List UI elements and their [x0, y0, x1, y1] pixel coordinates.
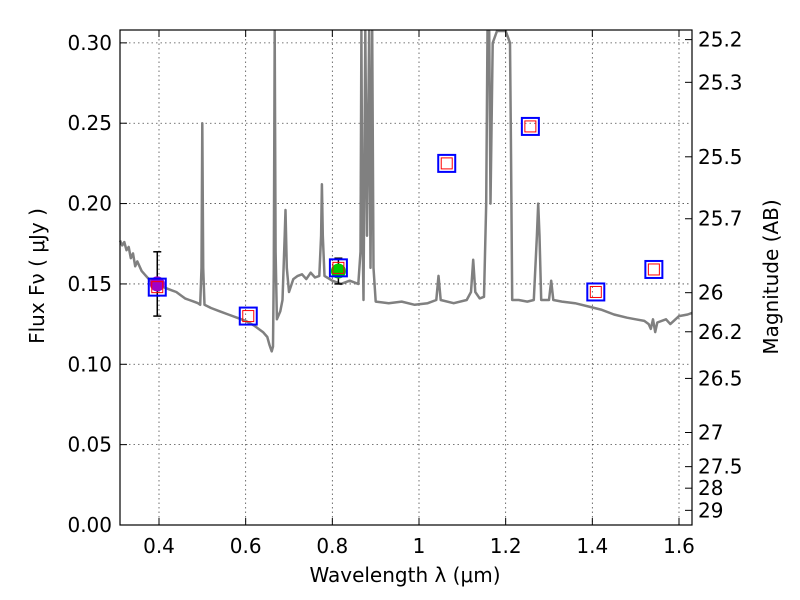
magnitude-tick-label: 25.7	[698, 207, 743, 231]
y-tick-label: 0.20	[67, 192, 112, 216]
model-photometry-marker	[437, 153, 457, 173]
magnitude-axis-label: Magnitude (AB)	[759, 199, 783, 354]
model-photometry-marker	[644, 259, 664, 279]
observed-point	[330, 263, 346, 279]
magnitude-tick-label: 25.5	[698, 145, 743, 169]
y-tick-label: 0.15	[67, 272, 112, 296]
model-spectrum-line	[118, 29, 693, 353]
model-photometry-inner-marker	[332, 261, 345, 274]
y-axis-label: Flux Fν ( μJy )	[25, 208, 49, 344]
grid-lines	[120, 30, 692, 525]
x-tick-label: 0.6	[230, 534, 262, 558]
magnitude-tick-label: 27.5	[698, 455, 743, 479]
model-photometry-inner-marker	[647, 263, 660, 276]
axis-ticks: 0.4 0.6 0.8 1 1.2 1.4 1.6 0.00 0.05 0.10 0.15 0.20 0…	[67, 28, 742, 558]
magnitude-tick-label: 25.3	[698, 70, 743, 94]
plot-frame	[119, 29, 693, 526]
model-photometry-inner-marker	[151, 281, 164, 294]
x-tick-label: 1.6	[663, 534, 695, 558]
model-photometry-marker	[238, 306, 258, 326]
y-tick-label: 0.30	[67, 31, 112, 55]
observed-point	[149, 276, 165, 292]
model-photometry-marker	[520, 116, 540, 136]
y-tick-label: 0.10	[67, 352, 112, 376]
data-points	[147, 116, 664, 326]
magnitude-tick-label: 26	[698, 281, 723, 305]
magnitude-tick-label: 26.2	[698, 320, 743, 344]
model-photometry-inner-marker	[524, 120, 537, 133]
x-tick-label: 0.4	[143, 534, 175, 558]
y-tick-label: 0.00	[67, 513, 112, 537]
magnitude-tick-label: 26.5	[698, 366, 743, 390]
x-tick-label: 1	[413, 534, 426, 558]
magnitude-tick-label: 28	[698, 476, 723, 500]
y-tick-label: 0.05	[67, 433, 112, 457]
magnitude-tick-label: 29	[698, 498, 723, 522]
model-photometry-marker	[586, 282, 606, 302]
magnitude-tick-label: 25.2	[698, 28, 743, 52]
x-tick-label: 0.8	[316, 534, 348, 558]
y-tick-label: 0.25	[67, 111, 112, 135]
x-axis-label: Wavelength λ (μm)	[309, 563, 500, 587]
x-tick-label: 1.4	[576, 534, 608, 558]
model-photometry-marker	[147, 277, 167, 297]
model-photometry-marker	[328, 258, 348, 278]
model-photometry-inner-marker	[242, 310, 255, 323]
model-photometry-inner-marker	[589, 285, 602, 298]
x-tick-label: 1.2	[490, 534, 522, 558]
magnitude-tick-label: 27	[698, 421, 723, 445]
model-photometry-inner-marker	[440, 157, 453, 170]
